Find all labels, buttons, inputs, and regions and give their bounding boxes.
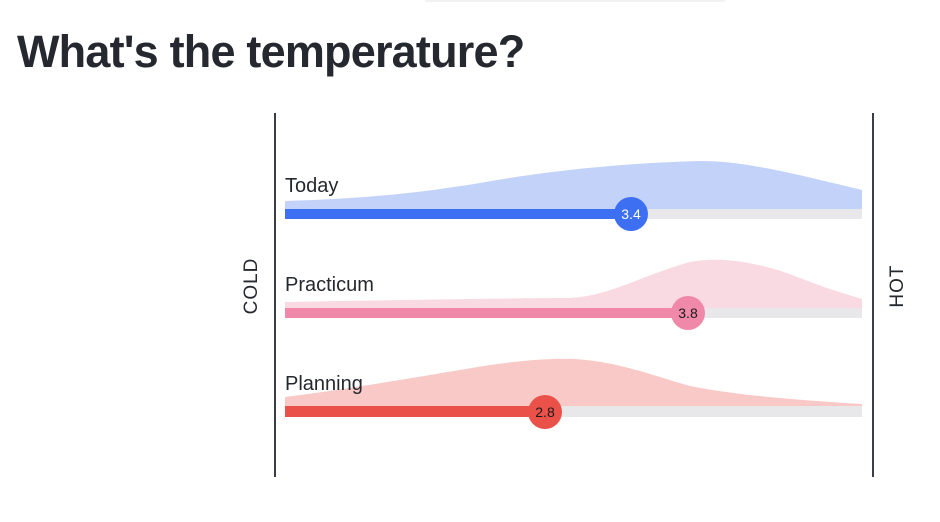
planning-value: 2.8 <box>535 404 555 420</box>
practicum-value-knob[interactable]: 3.8 <box>671 296 705 330</box>
planning-bar <box>285 406 545 417</box>
hot-label: HOT <box>887 264 908 308</box>
today-value: 3.4 <box>621 206 641 222</box>
hot-axis-line <box>872 113 874 477</box>
cold-label: COLD <box>241 257 262 315</box>
planning-track <box>285 406 862 417</box>
today-value-knob[interactable]: 3.4 <box>614 197 648 231</box>
row-label-practicum: Practicum <box>285 274 374 296</box>
cold-axis-line <box>274 113 276 477</box>
today-distribution-area <box>285 161 862 209</box>
practicum-bar <box>285 308 688 318</box>
planning-distribution-area <box>285 358 862 406</box>
page-title: What's the temperature? <box>17 26 525 77</box>
row-label-today: Today <box>285 175 339 197</box>
today-bar <box>285 209 631 219</box>
practicum-distribution-area <box>285 259 862 308</box>
top-scroll-indicator <box>425 0 725 2</box>
row-label-planning: Planning <box>285 373 363 395</box>
practicum-value: 3.8 <box>678 305 698 321</box>
planning-value-knob[interactable]: 2.8 <box>528 395 562 429</box>
